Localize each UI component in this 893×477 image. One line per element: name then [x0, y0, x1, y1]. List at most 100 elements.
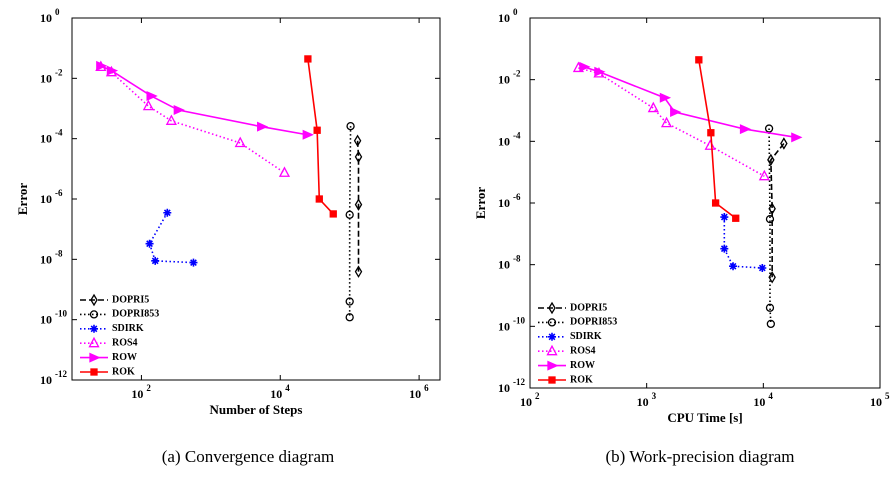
legend-label: ROW: [570, 360, 595, 371]
marker: [313, 126, 321, 134]
legend-label: ROW: [112, 352, 137, 363]
tick-base: 10: [498, 319, 510, 333]
series-line: [100, 66, 285, 174]
marker: [647, 101, 659, 113]
x-tick-label: 10 4: [753, 391, 773, 409]
marker: [90, 368, 98, 376]
marker: [791, 132, 803, 143]
marker: [547, 318, 557, 327]
y-tick-label: 10 -2: [40, 67, 63, 85]
marker: [354, 198, 363, 211]
tick-base: 10: [637, 395, 649, 409]
tick-exp: -12: [513, 377, 525, 387]
y-tick-label: 10 -12: [498, 377, 525, 395]
marker: [758, 169, 770, 181]
tick-base: 10: [40, 373, 52, 387]
marker: [780, 137, 788, 150]
legend-label: DOPRI853: [112, 309, 159, 320]
y-axis-label: Error: [473, 187, 488, 219]
marker: [720, 213, 729, 222]
tick-base: 10: [270, 387, 282, 401]
marker: [660, 116, 673, 128]
y-tick-label: 10 -8: [40, 248, 63, 266]
marker: [346, 121, 355, 131]
marker: [189, 258, 198, 267]
x-tick-label: 10 5: [870, 391, 890, 409]
marker: [720, 244, 729, 253]
y-tick-label: 10 -12: [40, 369, 67, 387]
tick-base: 10: [498, 73, 510, 87]
tick-base: 10: [498, 258, 510, 272]
x-tick-label: 10 3: [637, 391, 657, 409]
caption: (b) Work-precision diagram: [605, 447, 794, 466]
marker: [315, 195, 323, 203]
marker: [547, 360, 559, 371]
marker: [354, 150, 363, 164]
marker: [173, 105, 185, 116]
marker: [765, 303, 775, 312]
y-tick-label: 10 -10: [40, 309, 67, 327]
marker: [766, 319, 776, 329]
marker: [670, 107, 682, 118]
tick-exp: -4: [55, 128, 63, 138]
series-line: [100, 65, 308, 136]
x-axis-label: Number of Steps: [210, 402, 303, 417]
tick-exp: -4: [513, 130, 521, 140]
tick-base: 10: [40, 313, 52, 327]
marker: [711, 199, 720, 207]
tick-exp: 3: [652, 391, 657, 401]
marker: [145, 239, 154, 248]
series-line: [698, 59, 737, 219]
tick-exp: 6: [424, 383, 429, 393]
tick-exp: 2: [146, 383, 151, 393]
y-tick-label: 10 -2: [498, 69, 521, 87]
tick-base: 10: [40, 252, 52, 266]
marker: [548, 332, 556, 341]
legend-label: SDIRK: [570, 331, 602, 342]
tick-exp: -6: [513, 192, 521, 202]
tick-base: 10: [409, 387, 421, 401]
legend-label: ROK: [570, 374, 593, 385]
series-line: [768, 128, 772, 324]
marker: [354, 265, 363, 278]
tick-exp: 2: [535, 391, 540, 401]
y-tick-label: 10 -4: [498, 130, 521, 148]
y-tick-label: 10 -4: [40, 128, 63, 146]
y-tick-label: 10 0: [40, 7, 60, 25]
marker: [88, 336, 100, 348]
tick-exp: 0: [55, 7, 60, 17]
marker: [90, 324, 98, 333]
legend-label: DOPRI5: [570, 302, 607, 313]
marker: [704, 139, 716, 150]
tick-base: 10: [40, 132, 52, 146]
series-line: [356, 140, 360, 272]
tick-exp: 4: [768, 391, 773, 401]
series-line: [583, 66, 796, 139]
tick-exp: -8: [55, 248, 63, 258]
series-line: [723, 217, 763, 269]
tick-base: 10: [498, 381, 510, 395]
marker: [353, 134, 362, 148]
marker: [594, 66, 606, 77]
tick-base: 10: [40, 71, 52, 85]
tick-exp: -2: [55, 67, 63, 77]
y-tick-label: 10 0: [498, 7, 518, 25]
marker: [302, 129, 314, 140]
y-axis-label: Error: [15, 183, 30, 215]
series-line: [770, 143, 785, 278]
tick-base: 10: [131, 387, 143, 401]
marker: [768, 202, 776, 216]
marker: [142, 99, 154, 111]
x-tick-label: 10 6: [409, 383, 429, 401]
marker: [767, 153, 775, 167]
tick-base: 10: [498, 134, 510, 148]
marker: [257, 121, 269, 132]
tick-base: 10: [753, 395, 765, 409]
tick-exp: -6: [55, 188, 63, 198]
legend-label: SDIRK: [112, 323, 144, 334]
y-tick-label: 10 -8: [498, 254, 521, 272]
caption: (a) Convergence diagram: [162, 447, 334, 466]
marker: [89, 310, 99, 319]
